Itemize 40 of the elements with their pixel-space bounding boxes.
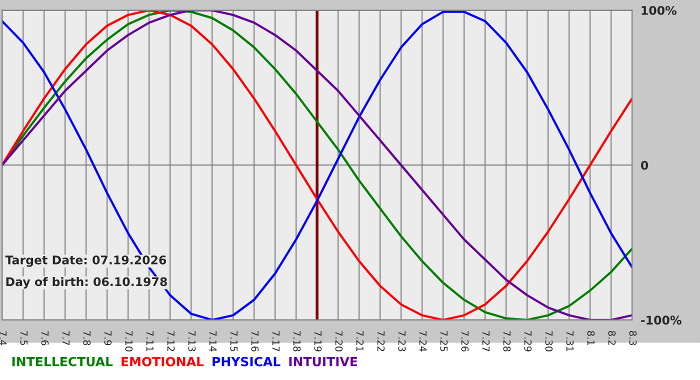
x-tick-label: 7.30 — [545, 331, 553, 352]
x-tick-label: 7.18 — [293, 331, 301, 352]
annotation: Day of birth: 06.10.1978 — [6, 277, 167, 289]
x-tick-label: 7.8 — [83, 331, 91, 346]
x-tick-label: 7.14 — [209, 331, 217, 352]
y-tick-label: 100% — [642, 6, 677, 15]
x-tick-label: 7.28 — [503, 331, 511, 352]
x-tick-label: 7.20 — [335, 331, 343, 352]
text: INTUITIVE — [289, 357, 358, 366]
line-series — [2, 10, 632, 320]
x-tick-label: 8.2 — [608, 331, 616, 345]
x-tick-label: 7.26 — [461, 331, 469, 352]
y-tick-label: -100% — [641, 316, 682, 325]
x-tick-label: 7.16 — [251, 331, 259, 352]
x-tick-label: 7.11 — [146, 331, 154, 352]
x-tick-label: 8.1 — [587, 331, 595, 345]
x-tick-label: 8.3 — [629, 331, 637, 346]
text: PHYSICAL — [212, 356, 280, 366]
y-tick-label: 0 — [641, 160, 648, 170]
text: INTELLECTUAL — [12, 356, 113, 366]
x-tick-label: 7.21 — [356, 331, 364, 352]
x-tick-label: 7.12 — [167, 331, 175, 352]
x-tick-label: 7.31 — [566, 331, 574, 352]
x-tick-label: 7.7 — [62, 331, 70, 346]
x-tick-label: 7.6 — [41, 331, 49, 346]
x-tick-label: 7.15 — [230, 331, 238, 352]
x-tick-label: 7.29 — [524, 331, 532, 352]
x-tick-label: 7.5 — [20, 331, 28, 345]
x-tick-label: 7.24 — [419, 331, 427, 352]
text: EMOTIONAL — [122, 356, 204, 366]
x-tick-label: 7.25 — [440, 331, 448, 352]
x-tick-label: 7.10 — [125, 331, 133, 352]
x-tick-label: 7.19 — [314, 331, 322, 352]
x-tick-label: 7.9 — [104, 331, 112, 346]
x-tick-label: 7.17 — [272, 331, 280, 352]
x-tick-label: 7.23 — [398, 331, 406, 352]
x-tick-label: 7.13 — [188, 331, 196, 352]
annotation: Target Date: 07.19.2026 — [5, 256, 166, 267]
x-tick-label: 7.27 — [482, 331, 490, 352]
x-tick-label: 7.22 — [377, 331, 385, 352]
